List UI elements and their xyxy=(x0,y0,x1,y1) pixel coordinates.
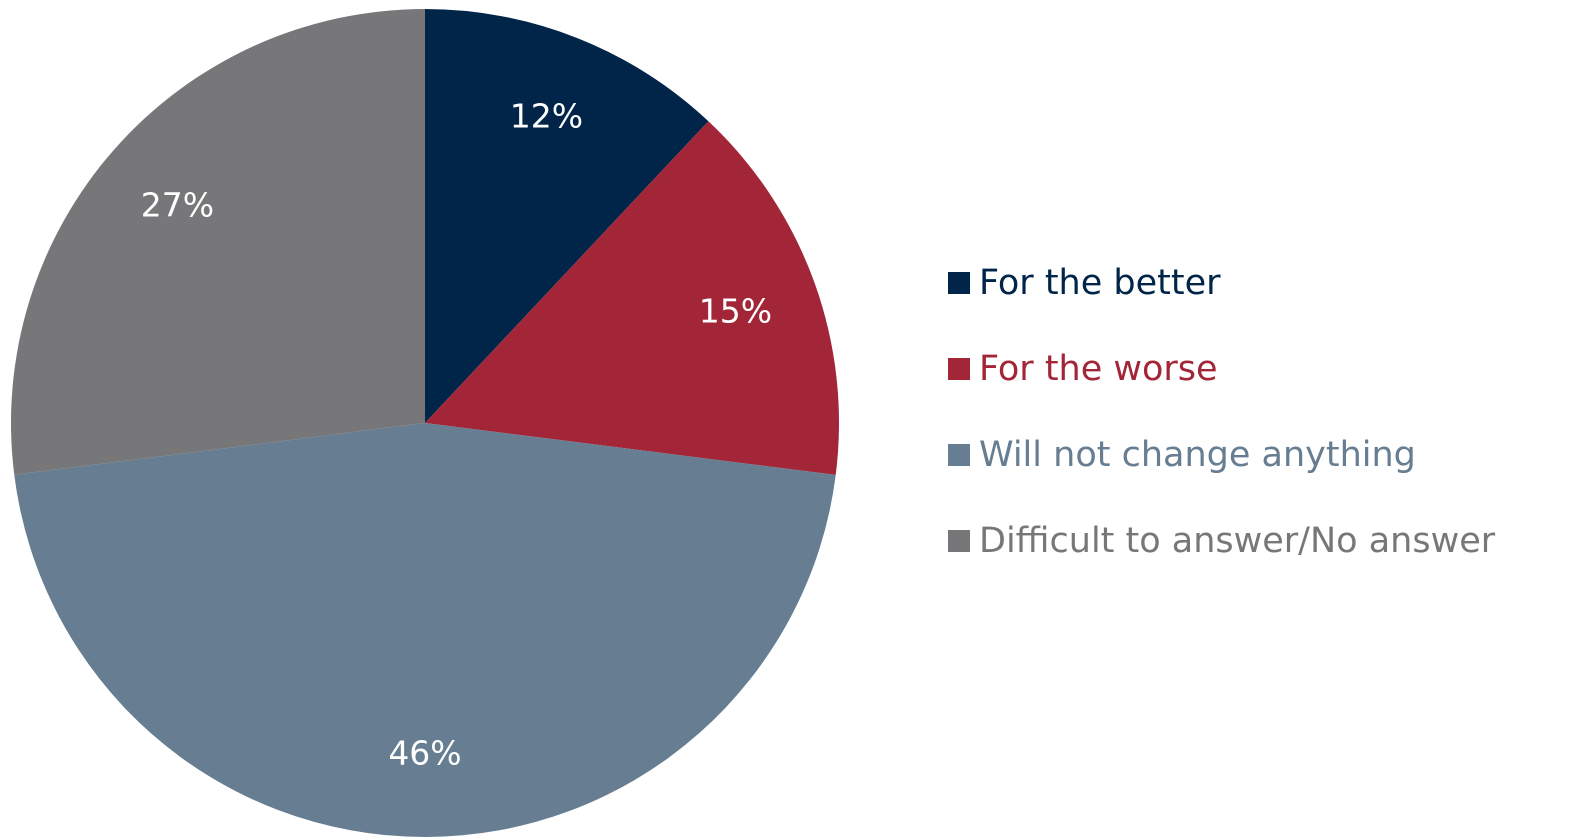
legend-label-will-not-change-anything: Will not change anything xyxy=(979,435,1416,475)
pie-slices xyxy=(10,9,839,837)
legend-swatch-difficult-to-answer xyxy=(948,530,970,552)
pie-slice-difficult-to-answer-no-answer xyxy=(10,9,425,475)
legend-swatch-will-not-change-anything xyxy=(948,444,970,466)
legend-item-will-not-change-anything: Will not change anything xyxy=(948,412,1568,498)
data-label-for-the-worse: 15% xyxy=(699,292,772,331)
pie-slice-for-the-better xyxy=(425,9,709,423)
legend-item-difficult-to-answer: Difficult to answer/No answer xyxy=(948,498,1568,584)
data-label-will-not-change-anything: 46% xyxy=(388,734,461,773)
legend-label-for-the-better: For the better xyxy=(979,263,1221,303)
data-label-difficult-to-answer-no-answer: 27% xyxy=(141,185,214,224)
legend-label-difficult-to-answer: Difficult to answer/No answer xyxy=(979,521,1496,561)
legend-label-for-the-worse: For the worse xyxy=(979,349,1218,389)
legend-item-for-the-better: For the better xyxy=(948,240,1568,326)
legend-item-for-the-worse: For the worse xyxy=(948,326,1568,412)
chart-legend: For the better For the worse Will not ch… xyxy=(948,240,1568,584)
legend-swatch-for-the-better xyxy=(948,272,970,294)
legend-swatch-for-the-worse xyxy=(948,358,970,380)
data-label-for-the-better: 12% xyxy=(510,97,583,136)
pie-slice-for-the-worse xyxy=(425,121,839,475)
pie-svg: 12% 15% 46% 27% xyxy=(10,9,839,837)
pie-slice-will-not-change-anything xyxy=(14,423,836,837)
pie-data-labels: 12% 15% 46% 27% xyxy=(141,97,772,773)
